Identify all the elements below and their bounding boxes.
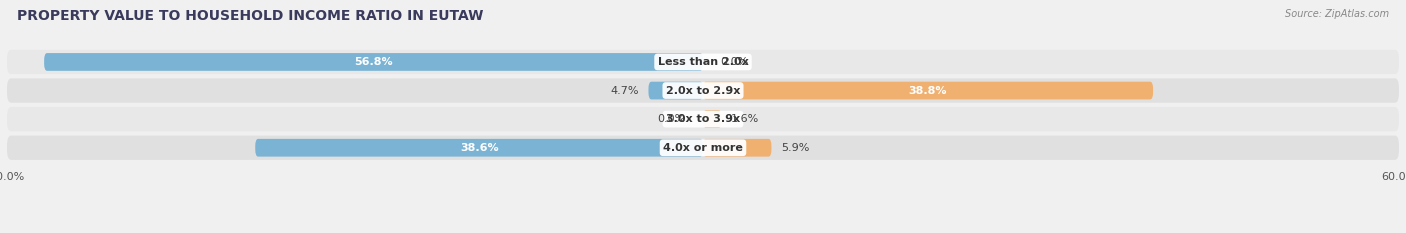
- Text: 0.0%: 0.0%: [720, 57, 748, 67]
- Text: 2.0x to 2.9x: 2.0x to 2.9x: [666, 86, 740, 96]
- Text: 5.9%: 5.9%: [780, 143, 808, 153]
- FancyBboxPatch shape: [256, 139, 703, 157]
- FancyBboxPatch shape: [648, 82, 703, 99]
- Text: 4.7%: 4.7%: [610, 86, 640, 96]
- FancyBboxPatch shape: [7, 78, 1399, 103]
- Text: PROPERTY VALUE TO HOUSEHOLD INCOME RATIO IN EUTAW: PROPERTY VALUE TO HOUSEHOLD INCOME RATIO…: [17, 9, 484, 23]
- Text: 56.8%: 56.8%: [354, 57, 392, 67]
- FancyBboxPatch shape: [703, 139, 772, 157]
- Text: 1.6%: 1.6%: [731, 114, 759, 124]
- Text: 0.0%: 0.0%: [658, 114, 686, 124]
- FancyBboxPatch shape: [703, 82, 1153, 99]
- Text: 3.0x to 3.9x: 3.0x to 3.9x: [666, 114, 740, 124]
- FancyBboxPatch shape: [703, 110, 721, 128]
- Text: Source: ZipAtlas.com: Source: ZipAtlas.com: [1285, 9, 1389, 19]
- Text: Less than 2.0x: Less than 2.0x: [658, 57, 748, 67]
- FancyBboxPatch shape: [7, 136, 1399, 160]
- FancyBboxPatch shape: [7, 107, 1399, 131]
- Text: 38.8%: 38.8%: [908, 86, 948, 96]
- Text: 4.0x or more: 4.0x or more: [664, 143, 742, 153]
- Text: 38.6%: 38.6%: [460, 143, 499, 153]
- FancyBboxPatch shape: [44, 53, 703, 71]
- FancyBboxPatch shape: [7, 50, 1399, 74]
